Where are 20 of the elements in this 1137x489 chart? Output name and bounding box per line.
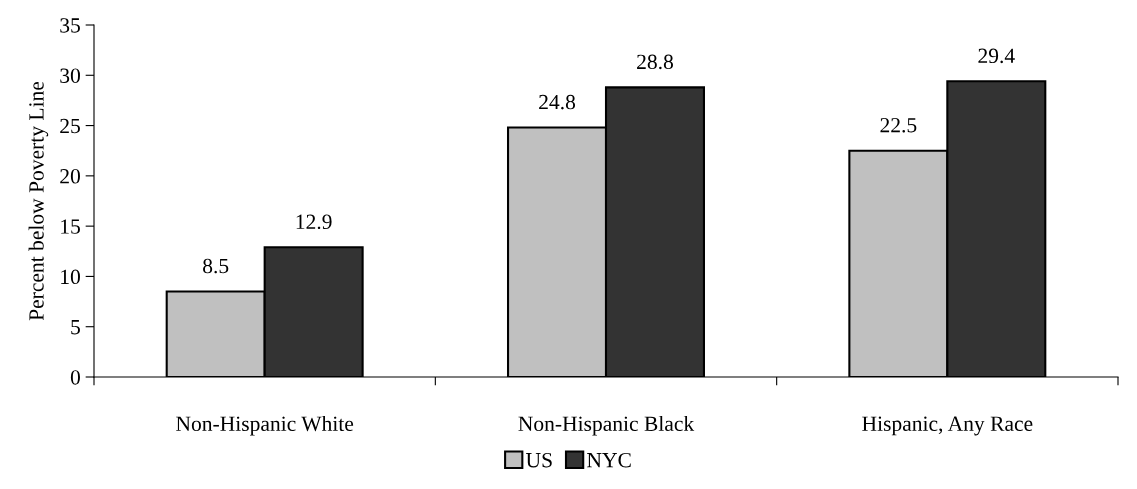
legend-label: US bbox=[526, 452, 552, 468]
y-axis-title: Percent below Poverty Line bbox=[28, 81, 49, 321]
y-tick-label: 30 bbox=[60, 68, 80, 83]
x-tick-label: Non-Hispanic White bbox=[176, 415, 354, 436]
y-tick-label: 25 bbox=[60, 118, 80, 134]
legend-label: NYC bbox=[587, 452, 631, 468]
y-tick-label: 15 bbox=[61, 219, 80, 234]
y-tick-label: 5 bbox=[71, 320, 80, 335]
y-tick-label: 10 bbox=[61, 269, 80, 285]
data-label: 24.8 bbox=[539, 94, 576, 110]
y-tick-label: 0 bbox=[70, 370, 80, 385]
data-label: 12.9 bbox=[296, 214, 332, 230]
data-label: 8.5 bbox=[203, 258, 229, 274]
x-tick-label: Non-Hispanic Black bbox=[518, 415, 695, 436]
data-label: 29.4 bbox=[978, 48, 1015, 64]
y-tick-label: 35 bbox=[60, 18, 80, 33]
data-label: 22.5 bbox=[880, 117, 917, 133]
data-label: 28.8 bbox=[637, 54, 673, 70]
y-tick-label: 20 bbox=[60, 169, 80, 184]
x-tick-label: Hispanic, Any Race bbox=[862, 416, 1033, 436]
